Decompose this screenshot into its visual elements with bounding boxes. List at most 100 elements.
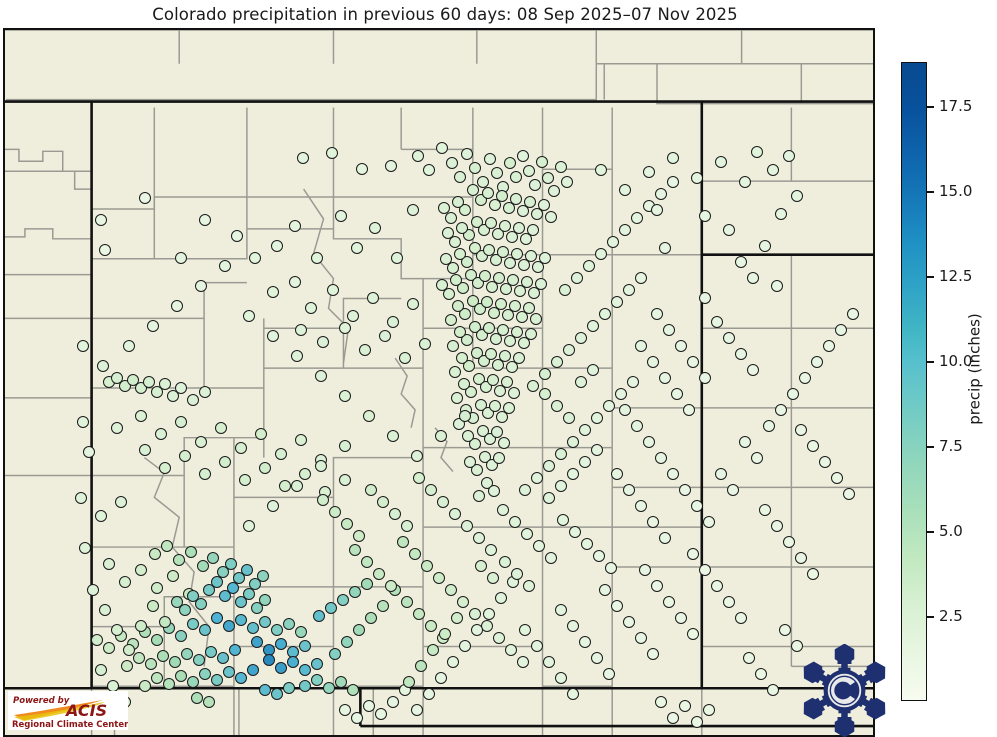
station-point[interactable] bbox=[782, 535, 796, 549]
station-point[interactable] bbox=[690, 715, 704, 729]
station-point[interactable] bbox=[154, 427, 168, 441]
station-point[interactable] bbox=[530, 207, 544, 221]
station-point[interactable] bbox=[282, 681, 296, 695]
station-point[interactable] bbox=[458, 203, 472, 217]
station-point[interactable] bbox=[486, 571, 500, 585]
station-point[interactable] bbox=[426, 643, 440, 657]
station-point[interactable] bbox=[774, 403, 788, 417]
station-point[interactable] bbox=[535, 155, 549, 169]
station-point[interactable] bbox=[746, 363, 760, 377]
station-point[interactable] bbox=[414, 659, 428, 673]
station-point[interactable] bbox=[242, 309, 256, 323]
station-point[interactable] bbox=[450, 391, 464, 405]
station-point[interactable] bbox=[146, 599, 160, 613]
station-point[interactable] bbox=[258, 461, 272, 475]
station-point[interactable] bbox=[580, 537, 594, 551]
station-point[interactable] bbox=[542, 491, 556, 505]
station-point[interactable] bbox=[574, 375, 588, 389]
station-point[interactable] bbox=[170, 595, 184, 609]
station-point[interactable] bbox=[310, 657, 324, 671]
station-point[interactable] bbox=[386, 429, 400, 443]
station-point[interactable] bbox=[216, 651, 230, 665]
station-point[interactable] bbox=[492, 271, 506, 285]
colorbar[interactable]: 2.5 5.0 7.5 10.0 12.5 15.0 17.5 bbox=[901, 62, 972, 701]
station-point[interactable] bbox=[340, 635, 354, 649]
station-point[interactable] bbox=[734, 255, 748, 269]
station-point[interactable] bbox=[538, 367, 552, 381]
station-point[interactable] bbox=[366, 291, 380, 305]
station-point[interactable] bbox=[494, 297, 508, 311]
station-point[interactable] bbox=[786, 387, 800, 401]
station-point[interactable] bbox=[517, 336, 531, 350]
station-point[interactable] bbox=[142, 375, 156, 389]
station-point[interactable] bbox=[248, 251, 262, 265]
station-point[interactable] bbox=[270, 687, 284, 701]
station-point[interactable] bbox=[594, 247, 608, 261]
station-point[interactable] bbox=[436, 495, 450, 509]
station-point[interactable] bbox=[519, 232, 533, 246]
station-point[interactable] bbox=[102, 641, 116, 655]
station-point[interactable] bbox=[82, 445, 96, 459]
station-point[interactable] bbox=[346, 683, 360, 697]
station-point[interactable] bbox=[618, 403, 632, 417]
station-point[interactable] bbox=[490, 166, 504, 180]
station-point[interactable] bbox=[240, 563, 254, 577]
station-point[interactable] bbox=[554, 603, 568, 617]
station-point[interactable] bbox=[566, 435, 580, 449]
station-point[interactable] bbox=[160, 539, 174, 553]
station-point[interactable] bbox=[541, 171, 555, 185]
station-point[interactable] bbox=[470, 463, 484, 477]
station-point[interactable] bbox=[312, 609, 326, 623]
station-point[interactable] bbox=[666, 711, 680, 725]
station-point[interactable] bbox=[434, 671, 448, 685]
station-point[interactable] bbox=[758, 503, 772, 517]
station-point[interactable] bbox=[422, 687, 436, 701]
station-point[interactable] bbox=[626, 375, 640, 389]
station-point[interactable] bbox=[534, 277, 548, 291]
station-point[interactable] bbox=[790, 189, 804, 203]
station-point[interactable] bbox=[650, 307, 664, 321]
station-point[interactable] bbox=[460, 255, 474, 269]
station-point[interactable] bbox=[448, 365, 462, 379]
station-point[interactable] bbox=[463, 455, 477, 469]
station-point[interactable] bbox=[74, 491, 88, 505]
station-point[interactable] bbox=[622, 283, 636, 297]
station-point[interactable] bbox=[402, 675, 416, 689]
station-point[interactable] bbox=[592, 549, 606, 563]
station-point[interactable] bbox=[304, 301, 318, 315]
station-point[interactable] bbox=[96, 359, 110, 373]
station-point[interactable] bbox=[384, 579, 398, 593]
station-point[interactable] bbox=[122, 339, 136, 353]
station-point[interactable] bbox=[472, 531, 486, 545]
station-point[interactable] bbox=[508, 299, 522, 313]
station-point[interactable] bbox=[294, 625, 308, 639]
station-point[interactable] bbox=[76, 415, 90, 429]
station-point[interactable] bbox=[174, 669, 188, 683]
station-point[interactable] bbox=[498, 349, 512, 363]
station-point[interactable] bbox=[544, 210, 558, 224]
station-point[interactable] bbox=[448, 507, 462, 521]
station-point[interactable] bbox=[234, 671, 248, 685]
station-point[interactable] bbox=[496, 245, 510, 259]
station-point[interactable] bbox=[686, 355, 700, 369]
station-point[interactable] bbox=[444, 313, 458, 327]
station-point[interactable] bbox=[461, 429, 475, 443]
station-point[interactable] bbox=[690, 171, 704, 185]
station-point[interactable] bbox=[376, 599, 390, 613]
station-point[interactable] bbox=[678, 699, 692, 713]
station-point[interactable] bbox=[774, 207, 788, 221]
station-point[interactable] bbox=[298, 663, 312, 677]
station-point[interactable] bbox=[198, 467, 212, 481]
station-point[interactable] bbox=[374, 707, 388, 721]
station-point[interactable] bbox=[424, 483, 438, 497]
station-point[interactable] bbox=[234, 595, 248, 609]
station-point[interactable] bbox=[480, 295, 494, 309]
station-point[interactable] bbox=[810, 355, 824, 369]
station-point[interactable] bbox=[468, 437, 482, 451]
station-point[interactable] bbox=[482, 607, 496, 621]
station-point[interactable] bbox=[503, 256, 517, 270]
station-point[interactable] bbox=[441, 226, 455, 240]
station-point[interactable] bbox=[650, 203, 664, 217]
station-point[interactable] bbox=[510, 325, 524, 339]
station-point[interactable] bbox=[598, 307, 612, 321]
